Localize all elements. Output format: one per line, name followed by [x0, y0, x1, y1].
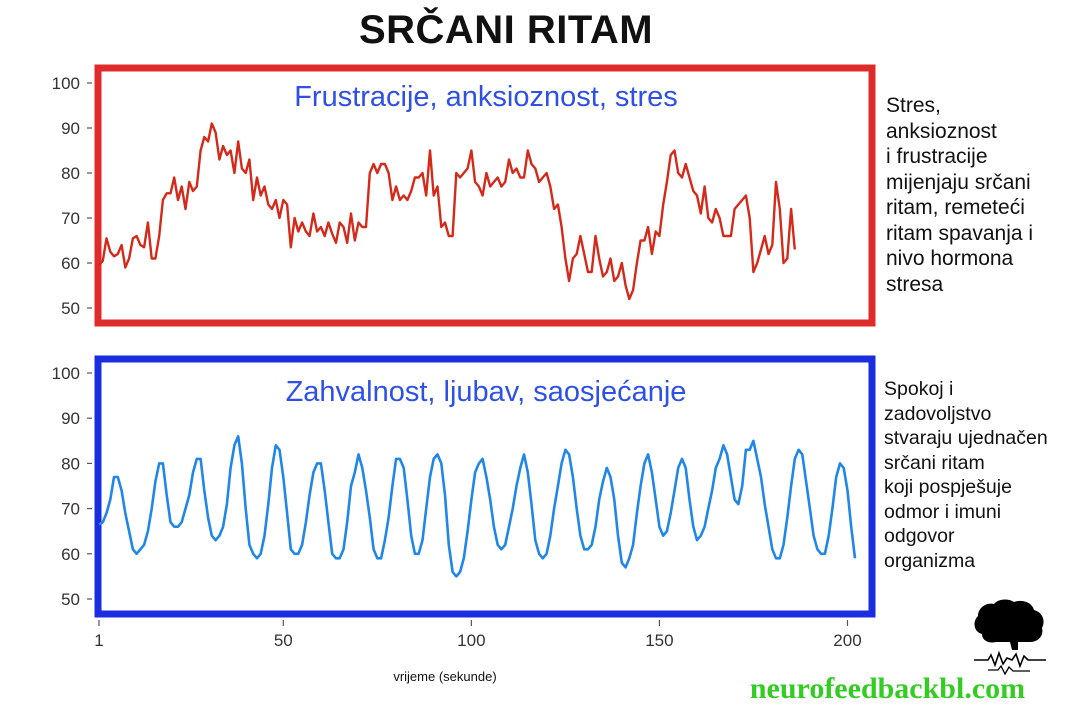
y-tick-label: 60: [61, 254, 80, 273]
chart-frame: [94, 64, 876, 327]
y-tick-label: 90: [61, 119, 80, 138]
calm-description-line: zadovoljstvo: [884, 402, 992, 425]
calm-description-line: srčani ritam: [884, 451, 985, 474]
y-tick-label: 100: [52, 74, 80, 93]
y-tick-label: 70: [61, 500, 80, 519]
stress-panel-label: Frustracije, anksioznost, stres: [294, 81, 678, 113]
stress-heart-rate-line: [98, 122, 796, 301]
x-tick-label: 200: [833, 631, 861, 650]
calm-description-line: Spokoj i: [884, 378, 954, 400]
calm-description-line: odgovor: [884, 525, 955, 547]
y-tick-label: 70: [61, 209, 80, 228]
stress-description-line: Stres,: [886, 94, 941, 117]
y-tick-label: 50: [61, 590, 80, 609]
stress-description-line: anksioznost: [886, 119, 997, 143]
stress-description-line: nivo hormona: [886, 247, 1014, 270]
calm-description-line: koji pospješuje: [884, 476, 1012, 498]
stress-description-line: i frustracije: [886, 145, 988, 168]
y-tick-label: 80: [61, 164, 80, 183]
chart-title: SRČANI RITAM: [358, 8, 654, 52]
stress-description-line: mijenjaju srčani: [886, 170, 1031, 194]
x-tick-label: 100: [457, 631, 485, 650]
stress-chart: 100 90 80 70 60 50: [52, 64, 876, 327]
calm-description-line: organizma: [884, 549, 976, 572]
x-tick-label: 50: [274, 631, 293, 650]
calm-panel-label: Zahvalnost, ljubav, saosjećanje: [285, 376, 687, 408]
x-tick-label: 150: [645, 631, 673, 650]
calm-description: Spokoj i zadovoljstvo stvaraju ujednačen…: [884, 377, 1048, 573]
stress-description-line: ritam spavanja i: [886, 221, 1034, 245]
chart-frame: [94, 355, 876, 618]
x-tick-label: 1: [94, 631, 103, 650]
y-tick-label: 100: [52, 364, 80, 383]
calm-description-line: odmor i imuni: [884, 500, 1002, 523]
y-tick-label: 90: [61, 409, 80, 428]
y-tick-label: 80: [61, 454, 80, 473]
brain-eeg-logo: [974, 599, 1046, 676]
stress-description-line: ritam, remeteći: [886, 196, 1025, 219]
website-link[interactable]: neurofeedbackbl.com: [749, 672, 1026, 705]
calm-heart-rate-line: [98, 434, 857, 578]
stress-description: Stres, anksioznost i frustracije mijenja…: [886, 93, 1033, 297]
y-tick-label: 50: [61, 299, 80, 318]
stress-description-line: stresa: [886, 272, 944, 296]
x-axis-label: vrijeme (sekunde): [393, 669, 497, 684]
y-tick-label: 60: [61, 545, 80, 564]
calm-description-line: stvaraju ujednačen: [884, 427, 1048, 449]
